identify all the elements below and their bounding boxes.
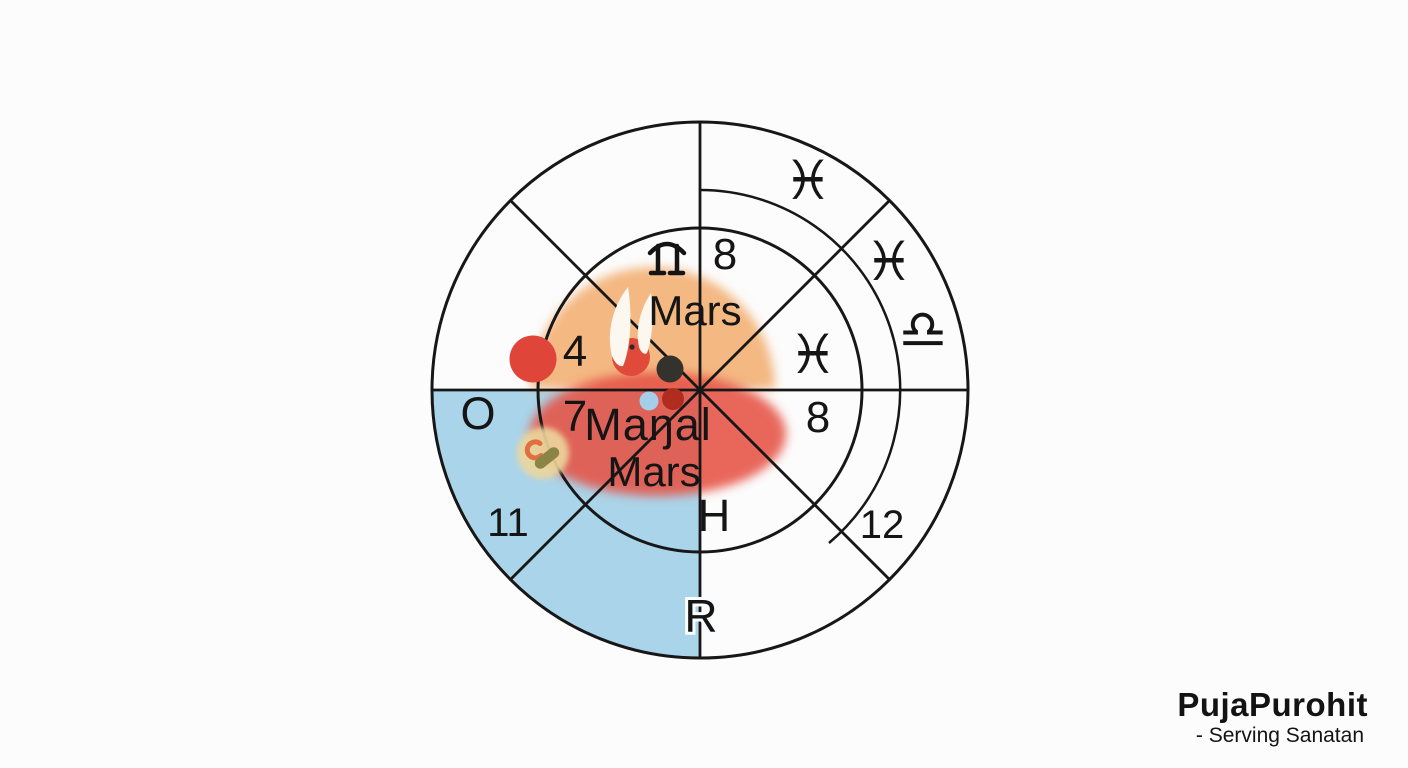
letter-h-sign: H [698,490,731,541]
spoke-northeast [699,199,891,391]
olive-pill-icon [534,447,560,469]
pisces-icon-inner-right: ♓ [789,323,837,386]
house-12-label: 12 [860,503,905,547]
spoke-southwest [509,389,701,581]
blue-planet-dot [639,391,659,411]
flame-speck [629,344,635,350]
dark-planet-dot [656,355,684,383]
libra-icon-outer-right: ♎ [899,298,947,361]
planet-markers [509,335,684,411]
seed-pod-icon [517,427,569,479]
spoke-southeast [699,389,891,581]
house-11-label: 11 [487,501,529,545]
house-7-label: 7 [563,392,587,441]
wheel-lines [430,120,970,660]
letter-o-sign: O [460,388,495,439]
pisces-icon-outer-right: ♓ [865,230,913,293]
mangal-label: Maŋal [584,399,712,450]
watermark-tagline: - Serving Sanatan [1195,723,1364,747]
orange-half-disc-blob [531,267,775,389]
glyph-top-arc [647,241,687,256]
gemini-like-sign-icon [647,241,687,276]
letter-r-sign: R [684,590,717,642]
house-4-label: 4 [563,327,587,376]
watermark-brand: PujaPurohit [1177,686,1368,723]
mars-bottom-label: Mars [607,448,700,495]
house-8-right-label: 8 [806,393,830,442]
house-8-top-label: 8 [713,230,737,279]
yellow-pod-blob [517,427,569,479]
flame-petal-right [637,293,653,354]
dark-red-planet-dot [662,388,684,410]
pisces-icon-outer-top: ♓ [784,149,832,212]
mars-top-label: Mars [648,287,741,334]
red-center-blob [530,372,786,496]
chart-labels: 4 8 7 8 11 12 Mars Maŋal Mars O H R ♓ ♓ … [460,149,947,645]
flame-petal-left [609,287,631,367]
middle-arc [699,188,902,544]
watermark: PujaPurohit - Serving Sanatan [1177,686,1368,747]
pod-swirl-icon [524,439,544,461]
red-planet-dot-large [509,335,557,383]
white-flame-icon [609,287,653,367]
